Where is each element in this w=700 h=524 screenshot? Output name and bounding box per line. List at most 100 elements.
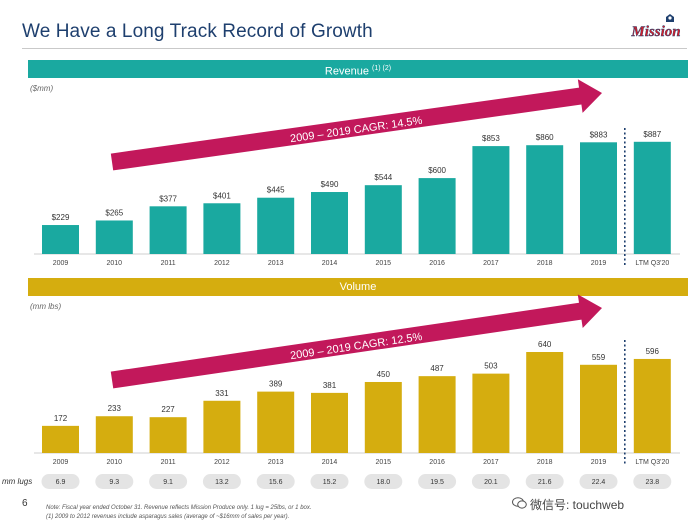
revenue-band: Revenue (1) (2) bbox=[28, 60, 688, 78]
revenue-data-label-2016: $600 bbox=[428, 166, 446, 175]
volume-tick-label-2015: 2015 bbox=[376, 459, 392, 466]
revenue-bar-2012 bbox=[203, 203, 241, 254]
volume-tick-label-2009: 2009 bbox=[53, 459, 69, 466]
volume-data-label-2011: 227 bbox=[161, 405, 175, 414]
revenue-data-label-2013: $445 bbox=[267, 186, 285, 195]
revenue-tick-label-2011: 2011 bbox=[161, 260, 176, 267]
revenue-data-label-2014: $490 bbox=[321, 180, 339, 189]
revenue-data-label-2017: $853 bbox=[482, 134, 500, 143]
revenue-bar-2011 bbox=[149, 206, 187, 254]
revenue-bar-LTM Q3'20 bbox=[633, 141, 671, 254]
volume-bar-2019 bbox=[580, 364, 617, 453]
volume-tick-label-2010: 2010 bbox=[107, 459, 123, 466]
lugs-value-7: 19.5 bbox=[430, 479, 444, 486]
volume-data-label-2009: 172 bbox=[54, 414, 68, 423]
footnote-1: Note: Fiscal year ended October 31. Reve… bbox=[46, 505, 312, 511]
volume-tick-label-2017: 2017 bbox=[483, 459, 499, 466]
revenue-data-label-2019: $883 bbox=[590, 130, 608, 139]
lugs-value-0: 6.9 bbox=[56, 479, 66, 486]
volume-data-label-2017: 503 bbox=[484, 362, 498, 371]
revenue-tick-label-2018: 2018 bbox=[537, 260, 553, 267]
revenue-tick-label-2010: 2010 bbox=[107, 260, 123, 267]
volume-data-label-2010: 233 bbox=[108, 404, 122, 413]
lugs-value-3: 13.2 bbox=[215, 479, 229, 486]
volume-tick-label-2018: 2018 bbox=[537, 459, 553, 466]
volume-data-label-2015: 450 bbox=[377, 370, 391, 379]
revenue-band-label: Revenue bbox=[324, 65, 369, 78]
volume-tick-label-2012: 2012 bbox=[214, 459, 230, 466]
page-number: 6 bbox=[22, 498, 28, 509]
lugs-value-1: 9.3 bbox=[109, 479, 119, 486]
page-title: We Have a Long Track Record of Growth bbox=[22, 21, 373, 42]
volume-data-label-2012: 331 bbox=[215, 389, 229, 398]
lugs-value-5: 15.2 bbox=[323, 479, 337, 486]
revenue-tick-label-2013: 2013 bbox=[268, 260, 284, 267]
lugs-value-9: 21.6 bbox=[538, 479, 552, 486]
volume-data-label-2014: 381 bbox=[323, 381, 337, 390]
revenue-bar-2009 bbox=[42, 225, 79, 254]
volume-chart: 2009 – 2019 CAGR: 12.5%17220092332010227… bbox=[34, 294, 680, 466]
volume-tick-label-LTM Q3'20: LTM Q3'20 bbox=[635, 459, 669, 466]
lugs-pill-4 bbox=[256, 474, 295, 489]
volume-bar-2011 bbox=[149, 417, 187, 453]
mission-logo: Mission bbox=[630, 14, 681, 40]
revenue-unit: ($mm) bbox=[30, 84, 54, 93]
volume-bar-2014 bbox=[311, 392, 348, 453]
lugs-pill-8 bbox=[471, 474, 510, 489]
volume-bar-LTM Q3'20 bbox=[633, 358, 671, 453]
revenue-band-footnote: (1) (2) bbox=[372, 65, 392, 72]
volume-bar-2016 bbox=[418, 376, 456, 453]
volume-tick-label-2016: 2016 bbox=[429, 459, 445, 466]
volume-tick-label-2011: 2011 bbox=[161, 459, 176, 466]
revenue-data-label-2018: $860 bbox=[536, 133, 554, 142]
volume-bar-2010 bbox=[95, 416, 133, 453]
wechat-icon bbox=[512, 497, 527, 509]
volume-tick-label-2019: 2019 bbox=[591, 459, 607, 466]
volume-data-label-LTM Q3'20: 596 bbox=[646, 347, 660, 356]
volume-unit: (mm lbs) bbox=[30, 302, 62, 311]
revenue-tick-label-2015: 2015 bbox=[376, 260, 392, 267]
volume-data-label-2018: 640 bbox=[538, 340, 552, 349]
revenue-tick-label-2019: 2019 bbox=[591, 260, 607, 267]
volume-cagr-arrow-shape bbox=[110, 294, 603, 389]
volume-band: Volume bbox=[28, 278, 688, 296]
revenue-tick-label-2017: 2017 bbox=[483, 260, 499, 267]
revenue-bar-2019 bbox=[580, 142, 617, 254]
revenue-tick-label-2016: 2016 bbox=[429, 260, 445, 267]
footnote-2: (1) 2009 to 2012 revenues include aspara… bbox=[46, 514, 290, 520]
revenue-data-label-2009: $229 bbox=[52, 213, 70, 222]
revenue-bar-2014 bbox=[311, 192, 348, 254]
volume-tick-label-2014: 2014 bbox=[322, 459, 338, 466]
revenue-tick-label-2012: 2012 bbox=[214, 260, 230, 267]
lugs-pill-3 bbox=[202, 474, 241, 489]
revenue-data-label-2015: $544 bbox=[374, 173, 392, 182]
lugs-pill-5 bbox=[310, 474, 349, 489]
revenue-data-label-2012: $401 bbox=[213, 191, 231, 200]
lugs-value-10: 22.4 bbox=[592, 479, 606, 486]
volume-bar-2017 bbox=[472, 373, 510, 453]
logo-text: Mission bbox=[630, 24, 680, 40]
lugs-pill-10 bbox=[579, 474, 618, 489]
title-divider bbox=[22, 48, 687, 49]
revenue-data-label-LTM Q3'20: $887 bbox=[643, 130, 661, 139]
volume-bar-2012 bbox=[203, 400, 241, 453]
lugs-value-8: 20.1 bbox=[484, 479, 498, 486]
revenue-bar-2010 bbox=[95, 220, 133, 254]
volume-bar-2009 bbox=[42, 425, 79, 453]
lugs-pill-7 bbox=[418, 474, 457, 489]
lugs-pill-6 bbox=[364, 474, 403, 489]
revenue-bar-2015 bbox=[364, 185, 402, 254]
revenue-bar-2016 bbox=[418, 178, 456, 254]
lugs-value-2: 9.1 bbox=[163, 479, 173, 486]
volume-data-label-2013: 389 bbox=[269, 380, 283, 389]
revenue-tick-label-2014: 2014 bbox=[322, 260, 338, 267]
revenue-data-label-2011: $377 bbox=[159, 194, 177, 203]
volume-band-label: Volume bbox=[339, 281, 377, 293]
volume-bar-2015 bbox=[364, 381, 402, 453]
revenue-data-label-2010: $265 bbox=[105, 208, 123, 217]
lugs-pill-11 bbox=[633, 474, 672, 489]
lugs-label: mm lugs bbox=[2, 477, 33, 486]
revenue-bar-2018 bbox=[526, 145, 564, 254]
revenue-bar-2017 bbox=[472, 146, 510, 254]
